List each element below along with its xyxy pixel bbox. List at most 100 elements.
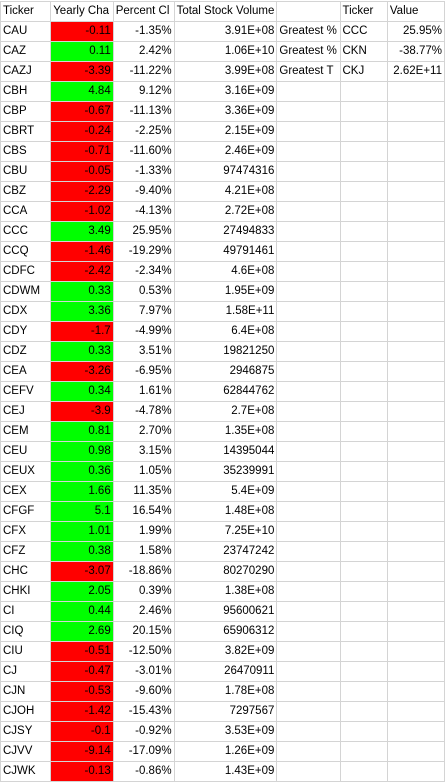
ticker-cell[interactable]: CEX <box>0 481 52 502</box>
empty-cell[interactable] <box>386 161 445 182</box>
total-volume-cell[interactable]: 1.48E+08 <box>173 501 278 522</box>
header-summary-value[interactable]: Value <box>386 1 445 22</box>
yearly-change-cell[interactable]: 2.05 <box>50 581 114 602</box>
yearly-change-cell[interactable]: 4.84 <box>50 81 114 102</box>
header-yearly-change[interactable]: Yearly Cha <box>50 1 114 22</box>
ticker-cell[interactable]: CCC <box>0 221 52 242</box>
empty-cell[interactable] <box>386 441 445 462</box>
empty-cell[interactable] <box>339 301 388 322</box>
empty-cell[interactable] <box>339 541 388 562</box>
empty-cell[interactable] <box>386 221 445 242</box>
empty-cell[interactable] <box>386 101 445 122</box>
ticker-cell[interactable]: CJ <box>0 661 52 682</box>
empty-cell[interactable] <box>386 621 445 642</box>
yearly-change-cell[interactable]: -1.02 <box>50 201 114 222</box>
empty-cell[interactable] <box>276 81 341 102</box>
percent-change-cell[interactable]: -1.35% <box>112 21 175 42</box>
ticker-cell[interactable]: CBS <box>0 141 52 162</box>
yearly-change-cell[interactable]: 0.38 <box>50 541 114 562</box>
header-percent-change[interactable]: Percent Cl <box>112 1 175 22</box>
total-volume-cell[interactable]: 3.36E+09 <box>173 101 278 122</box>
ticker-cell[interactable]: CDWM <box>0 281 52 302</box>
total-volume-cell[interactable]: 1.38E+08 <box>173 581 278 602</box>
empty-cell[interactable] <box>339 281 388 302</box>
total-volume-cell[interactable]: 62844762 <box>173 381 278 402</box>
percent-change-cell[interactable]: 11.35% <box>112 481 175 502</box>
empty-cell[interactable] <box>276 381 341 402</box>
total-volume-cell[interactable]: 2.7E+08 <box>173 401 278 422</box>
ticker-cell[interactable]: CI <box>0 601 52 622</box>
percent-change-cell[interactable]: 25.95% <box>112 221 175 242</box>
total-volume-cell[interactable]: 49791461 <box>173 241 278 262</box>
total-volume-cell[interactable]: 2.46E+09 <box>173 141 278 162</box>
total-volume-cell[interactable]: 2946875 <box>173 361 278 382</box>
empty-cell[interactable] <box>386 181 445 202</box>
total-volume-cell[interactable]: 1.43E+09 <box>173 761 278 782</box>
percent-change-cell[interactable]: -6.95% <box>112 361 175 382</box>
summary-label-cell[interactable]: Greatest % <box>276 41 341 62</box>
summary-label-cell[interactable]: Greatest % <box>276 21 341 42</box>
total-volume-cell[interactable]: 2.15E+09 <box>173 121 278 142</box>
ticker-cell[interactable]: CEUX <box>0 461 52 482</box>
ticker-cell[interactable]: CHKI <box>0 581 52 602</box>
yearly-change-cell[interactable]: -3.39 <box>50 61 114 82</box>
empty-cell[interactable] <box>276 501 341 522</box>
header-ticker[interactable]: Ticker <box>0 1 52 22</box>
yearly-change-cell[interactable]: 0.33 <box>50 341 114 362</box>
ticker-cell[interactable]: CDX <box>0 301 52 322</box>
total-volume-cell[interactable]: 95600621 <box>173 601 278 622</box>
percent-change-cell[interactable]: 3.51% <box>112 341 175 362</box>
empty-cell[interactable] <box>386 81 445 102</box>
empty-cell[interactable] <box>339 601 388 622</box>
percent-change-cell[interactable]: -2.34% <box>112 261 175 282</box>
empty-cell[interactable] <box>339 321 388 342</box>
percent-change-cell[interactable]: -15.43% <box>112 701 175 722</box>
percent-change-cell[interactable]: -9.60% <box>112 681 175 702</box>
percent-change-cell[interactable]: -0.92% <box>112 721 175 742</box>
total-volume-cell[interactable]: 65906312 <box>173 621 278 642</box>
ticker-cell[interactable]: CAZJ <box>0 61 52 82</box>
empty-cell[interactable] <box>386 281 445 302</box>
empty-cell[interactable] <box>386 561 445 582</box>
percent-change-cell[interactable]: 1.05% <box>112 461 175 482</box>
empty-cell[interactable] <box>276 301 341 322</box>
empty-cell[interactable] <box>339 381 388 402</box>
yearly-change-cell[interactable]: 1.01 <box>50 521 114 542</box>
empty-cell[interactable] <box>386 721 445 742</box>
empty-cell[interactable] <box>339 481 388 502</box>
empty-cell[interactable] <box>339 501 388 522</box>
total-volume-cell[interactable]: 5.4E+09 <box>173 481 278 502</box>
yearly-change-cell[interactable]: 0.36 <box>50 461 114 482</box>
empty-cell[interactable] <box>339 401 388 422</box>
header-summary-ticker[interactable]: Ticker <box>339 1 388 22</box>
empty-cell[interactable] <box>276 401 341 422</box>
empty-cell[interactable] <box>339 421 388 442</box>
total-volume-cell[interactable]: 1.06E+10 <box>173 41 278 62</box>
total-volume-cell[interactable]: 1.58E+11 <box>173 301 278 322</box>
empty-cell[interactable] <box>276 721 341 742</box>
yearly-change-cell[interactable]: -0.47 <box>50 661 114 682</box>
empty-cell[interactable] <box>339 221 388 242</box>
ticker-cell[interactable]: CFZ <box>0 541 52 562</box>
percent-change-cell[interactable]: -2.25% <box>112 121 175 142</box>
yearly-change-cell[interactable]: -3.07 <box>50 561 114 582</box>
ticker-cell[interactable]: CBH <box>0 81 52 102</box>
empty-cell[interactable] <box>386 581 445 602</box>
yearly-change-cell[interactable]: -3.26 <box>50 361 114 382</box>
percent-change-cell[interactable]: 0.39% <box>112 581 175 602</box>
empty-cell[interactable] <box>339 261 388 282</box>
ticker-cell[interactable]: CDY <box>0 321 52 342</box>
empty-cell[interactable] <box>339 661 388 682</box>
empty-cell[interactable] <box>386 401 445 422</box>
empty-cell[interactable] <box>339 561 388 582</box>
empty-cell[interactable] <box>339 201 388 222</box>
yearly-change-cell[interactable]: 1.66 <box>50 481 114 502</box>
empty-cell[interactable] <box>339 101 388 122</box>
empty-cell[interactable] <box>339 81 388 102</box>
empty-cell[interactable] <box>276 321 341 342</box>
empty-cell[interactable] <box>276 661 341 682</box>
percent-change-cell[interactable]: 1.61% <box>112 381 175 402</box>
empty-cell[interactable] <box>276 601 341 622</box>
percent-change-cell[interactable]: -3.01% <box>112 661 175 682</box>
percent-change-cell[interactable]: -4.99% <box>112 321 175 342</box>
